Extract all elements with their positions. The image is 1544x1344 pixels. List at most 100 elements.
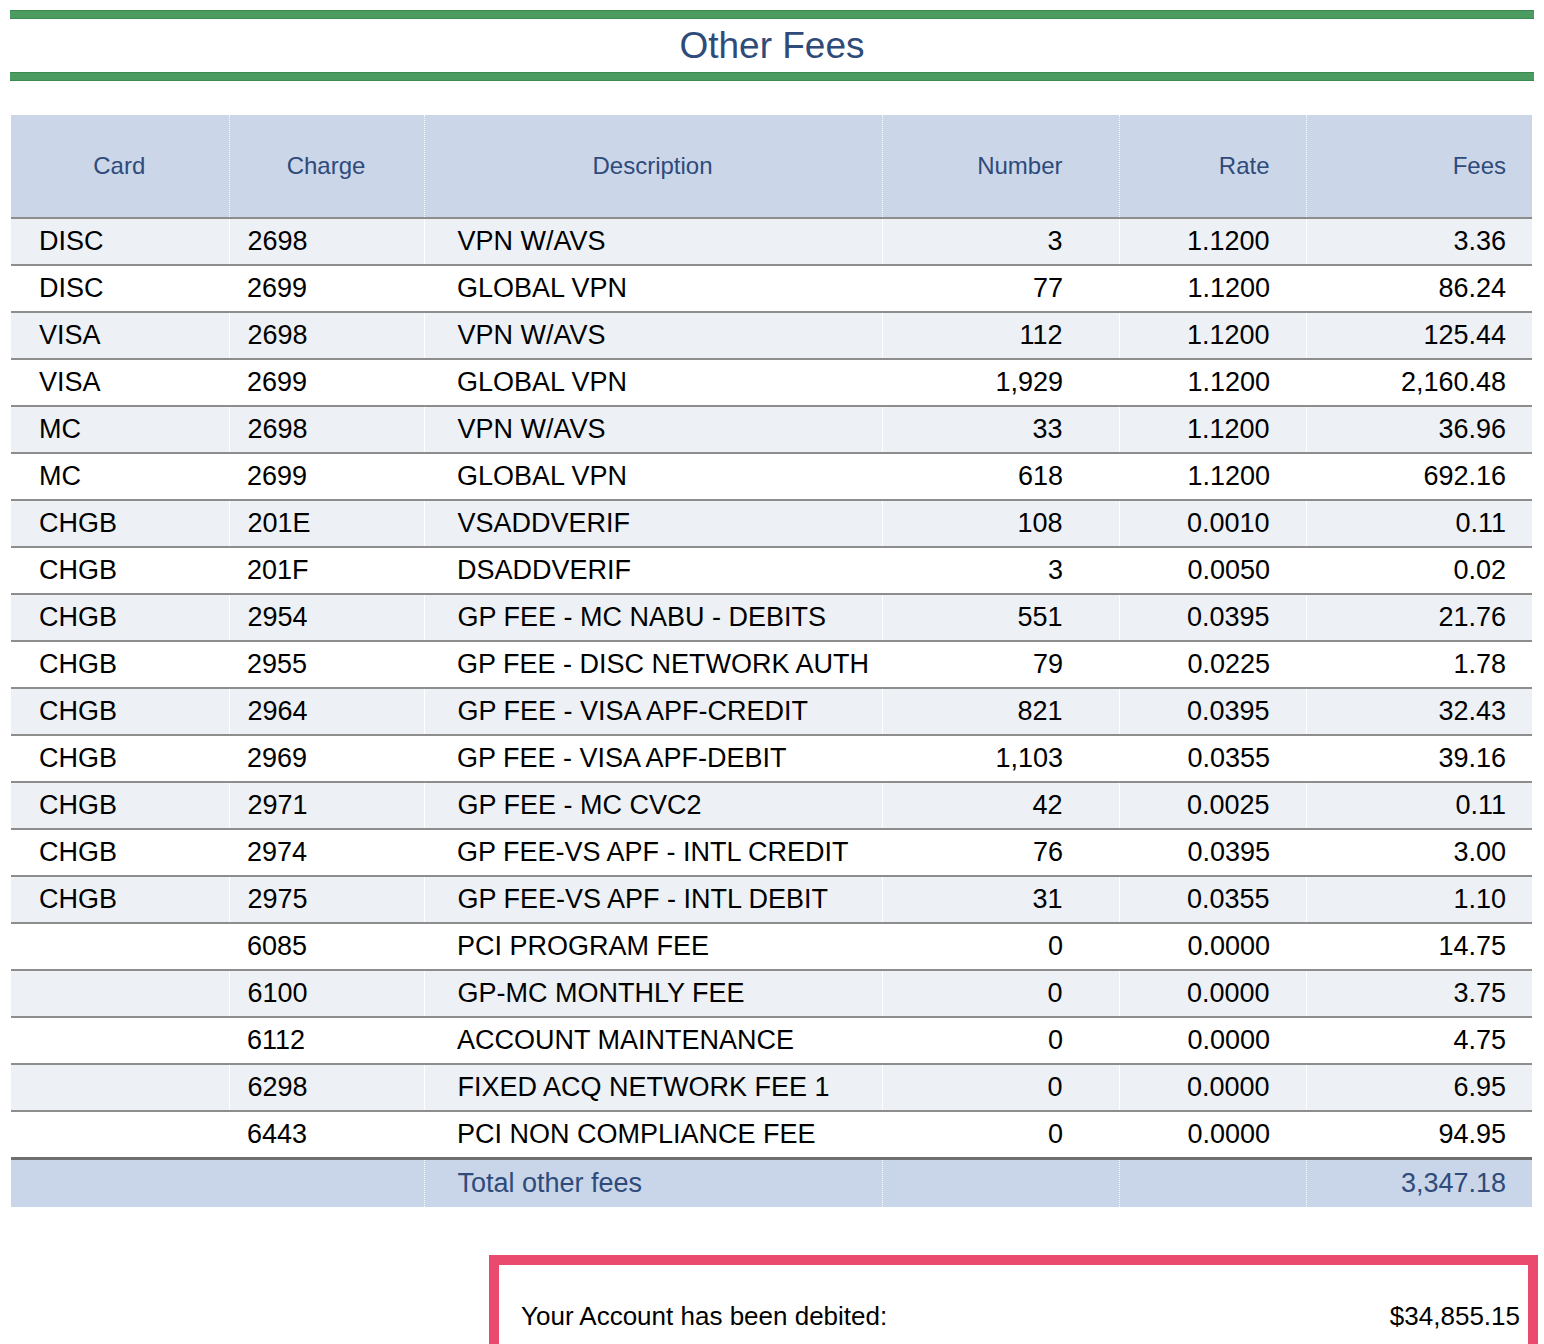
- description-cell: GP FEE - MC CVC2: [424, 782, 882, 829]
- rate-cell: 0.0010: [1119, 500, 1306, 547]
- table-row: CHGB201EVSADDVERIF1080.00100.11: [11, 500, 1532, 547]
- card-cell: MC: [11, 453, 229, 500]
- charge-cell: 201E: [229, 500, 424, 547]
- column-header-rate: Rate: [1119, 115, 1306, 218]
- card-cell: [11, 923, 229, 970]
- rate-cell: 0.0000: [1119, 923, 1306, 970]
- description-cell: GP-MC MONTHLY FEE: [424, 970, 882, 1017]
- charge-cell: 2698: [229, 218, 424, 265]
- fees-cell: 94.95: [1306, 1111, 1532, 1159]
- card-cell: VISA: [11, 359, 229, 406]
- column-header-charge: Charge: [229, 115, 424, 218]
- card-cell: CHGB: [11, 782, 229, 829]
- table-row: 6100GP-MC MONTHLY FEE00.00003.75: [11, 970, 1532, 1017]
- total-row-spacer: [11, 1159, 424, 1208]
- number-cell: 0: [882, 1064, 1119, 1111]
- column-header-card: Card: [11, 115, 229, 218]
- card-cell: VISA: [11, 312, 229, 359]
- charge-cell: 2964: [229, 688, 424, 735]
- fees-cell: 1.10: [1306, 876, 1532, 923]
- charge-cell: 2699: [229, 265, 424, 312]
- number-cell: 76: [882, 829, 1119, 876]
- fees-cell: 32.43: [1306, 688, 1532, 735]
- number-cell: 3: [882, 218, 1119, 265]
- fees-cell: 86.24: [1306, 265, 1532, 312]
- description-cell: VPN W/AVS: [424, 218, 882, 265]
- rate-cell: 0.0355: [1119, 735, 1306, 782]
- description-cell: GP FEE - DISC NETWORK AUTH: [424, 641, 882, 688]
- description-cell: GP FEE-VS APF - INTL DEBIT: [424, 876, 882, 923]
- charge-cell: 2971: [229, 782, 424, 829]
- table-row: CHGB2954GP FEE - MC NABU - DEBITS5510.03…: [11, 594, 1532, 641]
- table-row: MC2698VPN W/AVS331.120036.96: [11, 406, 1532, 453]
- accent-bar-bottom: [10, 72, 1534, 81]
- description-cell: VPN W/AVS: [424, 406, 882, 453]
- number-cell: 31: [882, 876, 1119, 923]
- debited-notice-label: Your Account has been debited:: [521, 1301, 887, 1332]
- fees-cell: 0.11: [1306, 500, 1532, 547]
- rate-cell: 0.0000: [1119, 1017, 1306, 1064]
- fees-cell: 3.75: [1306, 970, 1532, 1017]
- description-cell: FIXED ACQ NETWORK FEE 1: [424, 1064, 882, 1111]
- table-row: VISA2698VPN W/AVS1121.1200125.44: [11, 312, 1532, 359]
- table-row: 6443PCI NON COMPLIANCE FEE00.000094.95: [11, 1111, 1532, 1159]
- table-row: CHGB2971GP FEE - MC CVC2420.00250.11: [11, 782, 1532, 829]
- number-cell: 33: [882, 406, 1119, 453]
- rate-cell: 0.0395: [1119, 594, 1306, 641]
- card-cell: [11, 1017, 229, 1064]
- number-cell: 0: [882, 970, 1119, 1017]
- fees-cell: 21.76: [1306, 594, 1532, 641]
- card-cell: CHGB: [11, 829, 229, 876]
- number-cell: 77: [882, 265, 1119, 312]
- rate-cell: 1.1200: [1119, 453, 1306, 500]
- table-row: DISC2699GLOBAL VPN771.120086.24: [11, 265, 1532, 312]
- card-cell: CHGB: [11, 500, 229, 547]
- fees-cell: 3.36: [1306, 218, 1532, 265]
- rate-cell: 1.1200: [1119, 218, 1306, 265]
- description-cell: DSADDVERIF: [424, 547, 882, 594]
- table-footer: Total other fees 3,347.18: [11, 1159, 1532, 1208]
- fees-cell: 0.02: [1306, 547, 1532, 594]
- description-cell: PCI PROGRAM FEE: [424, 923, 882, 970]
- charge-cell: 6100: [229, 970, 424, 1017]
- table-row: 6298FIXED ACQ NETWORK FEE 100.00006.95: [11, 1064, 1532, 1111]
- charge-cell: 6112: [229, 1017, 424, 1064]
- number-cell: 42: [882, 782, 1119, 829]
- description-cell: GLOBAL VPN: [424, 359, 882, 406]
- number-cell: 0: [882, 1111, 1119, 1159]
- charge-cell: 2698: [229, 312, 424, 359]
- card-cell: [11, 1064, 229, 1111]
- card-cell: MC: [11, 406, 229, 453]
- rate-cell: 0.0000: [1119, 1111, 1306, 1159]
- column-header-fees: Fees: [1306, 115, 1532, 218]
- fees-cell: 0.11: [1306, 782, 1532, 829]
- number-cell: 108: [882, 500, 1119, 547]
- description-cell: GP FEE - MC NABU - DEBITS: [424, 594, 882, 641]
- charge-cell: 6298: [229, 1064, 424, 1111]
- charge-cell: 2974: [229, 829, 424, 876]
- rate-cell: 1.1200: [1119, 312, 1306, 359]
- rate-cell: 1.1200: [1119, 359, 1306, 406]
- card-cell: CHGB: [11, 594, 229, 641]
- fees-cell: 4.75: [1306, 1017, 1532, 1064]
- table-row: 6112ACCOUNT MAINTENANCE00.00004.75: [11, 1017, 1532, 1064]
- charge-cell: 2955: [229, 641, 424, 688]
- charge-cell: 2975: [229, 876, 424, 923]
- card-cell: [11, 1111, 229, 1159]
- charge-cell: 6443: [229, 1111, 424, 1159]
- total-rate-cell: [1119, 1159, 1306, 1208]
- table-header: Card Charge Description Number Rate Fees: [11, 115, 1532, 218]
- table-row: CHGB2955GP FEE - DISC NETWORK AUTH790.02…: [11, 641, 1532, 688]
- number-cell: 112: [882, 312, 1119, 359]
- accent-bar-top: [10, 10, 1534, 19]
- fees-cell: 39.16: [1306, 735, 1532, 782]
- description-cell: ACCOUNT MAINTENANCE: [424, 1017, 882, 1064]
- card-cell: [11, 970, 229, 1017]
- fees-cell: 3.00: [1306, 829, 1532, 876]
- card-cell: CHGB: [11, 641, 229, 688]
- description-cell: GP FEE - VISA APF-DEBIT: [424, 735, 882, 782]
- table-row: CHGB2974GP FEE-VS APF - INTL CREDIT760.0…: [11, 829, 1532, 876]
- rate-cell: 0.0355: [1119, 876, 1306, 923]
- number-cell: 0: [882, 923, 1119, 970]
- debited-notice-amount: $34,855.15: [1390, 1301, 1520, 1332]
